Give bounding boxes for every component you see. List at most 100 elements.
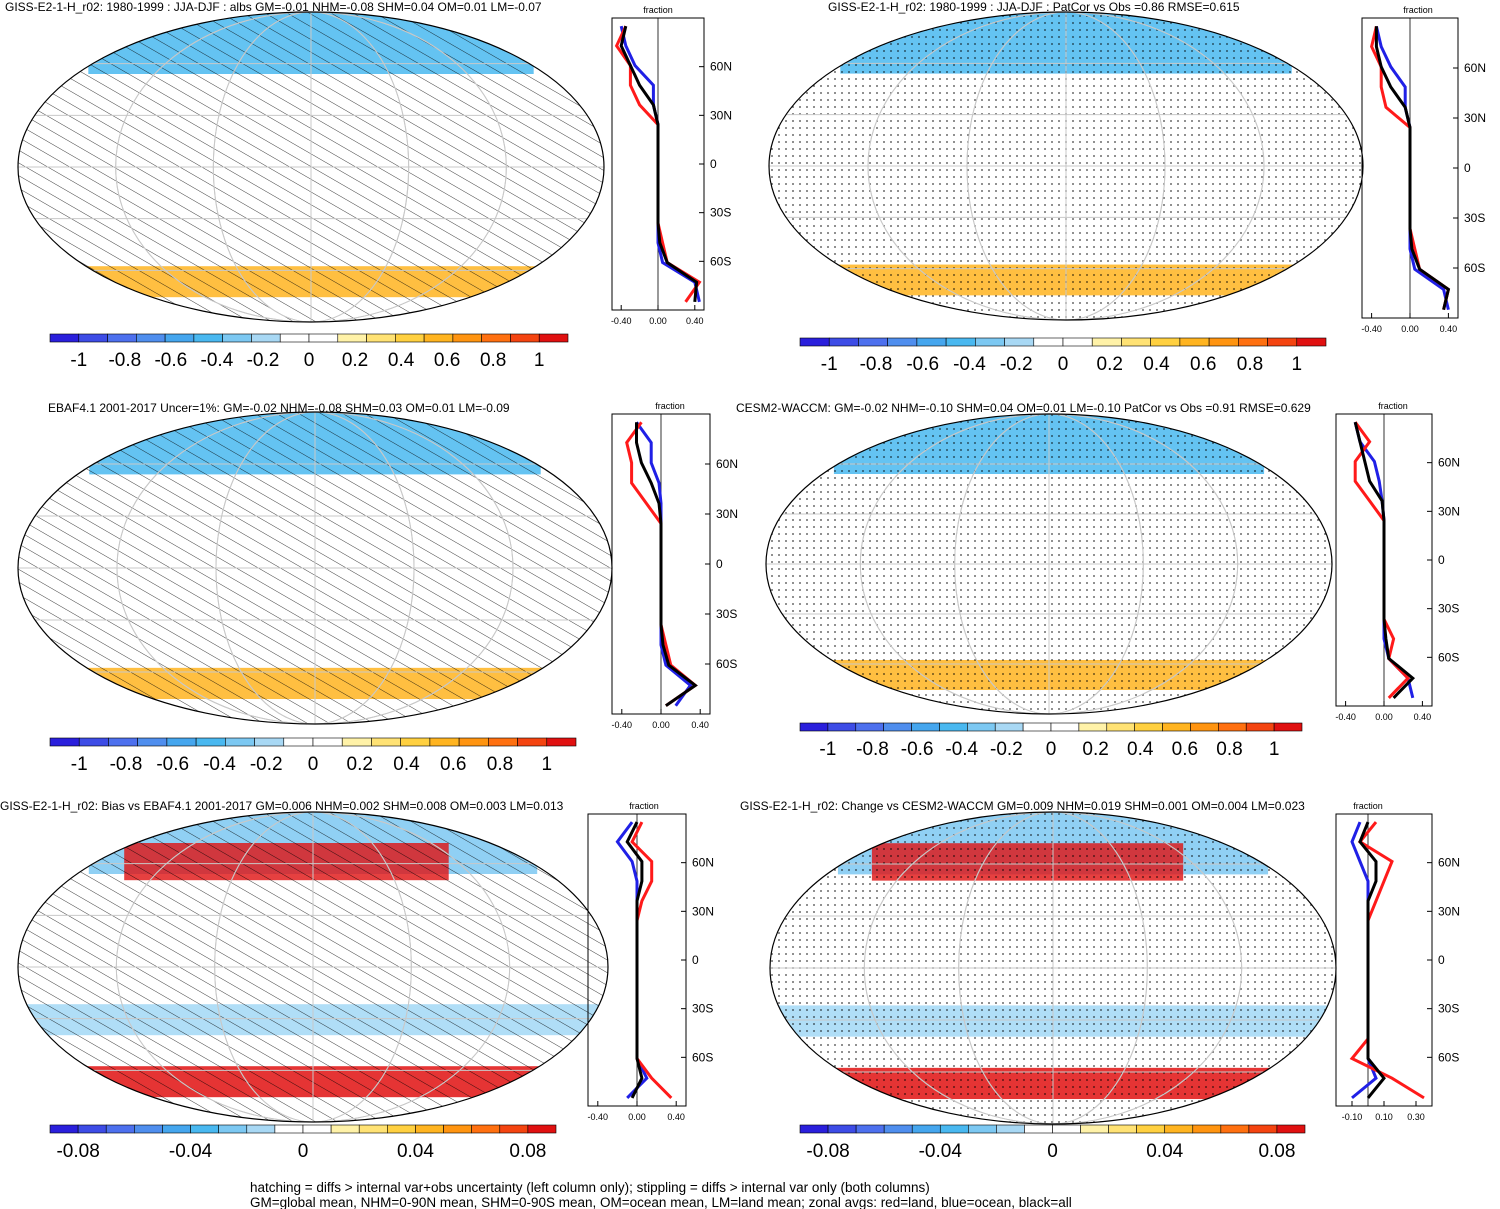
colorbar: -1 -0.8 -0.6 -0.4 -0.2 0 0.2 0.4 0.6 0.8 1: [799, 722, 1303, 760]
panel-6: GISS-E2-1-H_r02: Change vs CESM2-WACCM G…: [740, 799, 1460, 1162]
colorbar-swatch: [107, 333, 137, 343]
colorbar-label: 0.4: [388, 350, 415, 371]
zonal-profile: fraction 60N 30N 0 30S 60S -0.40 0.00 0.40: [1361, 5, 1486, 334]
colorbar-swatch: [366, 333, 396, 343]
colorbar-swatch: [1134, 722, 1163, 732]
colorbar-swatch: [1121, 337, 1151, 347]
colorbar-swatch: [968, 1124, 997, 1134]
lat-label: 30N: [1464, 111, 1486, 125]
colorbar-label: 0.6: [1190, 354, 1216, 375]
profile-x-label: -0.40: [1335, 712, 1356, 722]
lat-label: 30N: [710, 108, 732, 122]
lat-label: 60N: [716, 457, 738, 471]
world-map: [769, 811, 1337, 1125]
colorbar-swatch: [193, 333, 223, 343]
colorbar-label: 1: [534, 350, 545, 371]
colorbar-swatch: [488, 737, 518, 747]
profile-header: fraction: [1403, 5, 1433, 15]
colorbar-swatch: [883, 722, 912, 732]
colorbar-swatch: [799, 337, 830, 347]
colorbar-swatch: [137, 737, 168, 747]
colorbar-swatch: [387, 1124, 416, 1134]
colorbar-label: -0.6: [906, 354, 939, 375]
zonal-line-land: [1349, 821, 1425, 1100]
colorbar-swatch: [1024, 1124, 1053, 1134]
profile-x-label: 0.40: [667, 1112, 685, 1122]
profile-header: fraction: [1378, 401, 1408, 411]
lat-label: 60N: [710, 60, 732, 74]
lat-label: 30S: [692, 1002, 713, 1016]
colorbar-swatch: [939, 722, 968, 732]
profile-header: fraction: [655, 401, 685, 411]
colorbar-label: -0.2: [990, 739, 1023, 760]
lat-label: 60S: [1438, 650, 1459, 664]
colorbar-label: 0.6: [440, 754, 466, 775]
colorbar-swatch: [939, 1124, 969, 1134]
colorbar-label: 0.2: [342, 350, 368, 371]
colorbar-label: -0.6: [154, 350, 187, 371]
lat-label: 0: [710, 157, 717, 171]
profile-x-label: -0.40: [588, 1112, 609, 1122]
colorbar-swatch: [162, 1124, 191, 1134]
colorbar-label: 0.8: [480, 350, 506, 371]
colorbar-label: -0.8: [856, 739, 889, 760]
colorbar-swatch: [546, 737, 577, 747]
world-map: [768, 11, 1364, 321]
panel-title: GISS-E2-1-H_r02: Bias vs EBAF4.1 2001-20…: [0, 799, 564, 813]
colorbar-swatch: [78, 333, 108, 343]
colorbar-label: 0: [298, 1141, 309, 1162]
colorbar-swatch: [458, 737, 489, 747]
colorbar-swatch: [538, 333, 569, 343]
colorbar-swatch: [858, 337, 888, 347]
zonal-profile: fraction 60N 30N 0 30S 60S -0.40 0.00 0.40: [611, 401, 738, 730]
profile-x-label: 0.40: [686, 316, 704, 326]
lat-label: 30N: [1438, 504, 1460, 518]
colorbar-label: 0.4: [393, 754, 420, 775]
panel-title: EBAF4.1 2001-2017 Uncer=1%: GM=-0.02 NHM…: [48, 401, 510, 415]
colorbar-label: 1: [1291, 354, 1302, 375]
lat-label: 30S: [1464, 211, 1485, 225]
colorbar: -0.08 -0.04 0 0.04 0.08: [49, 1124, 557, 1162]
colorbar-swatch: [49, 1124, 79, 1134]
colorbar-swatch: [1078, 722, 1108, 732]
lat-label: 60N: [1438, 856, 1460, 870]
panel-2: GISS-E2-1-H_r02: 1980-1999 : JJA-DJF : P…: [768, 0, 1486, 375]
colorbar-swatch: [1267, 337, 1298, 347]
zonal-profile: fraction 60N 30N 0 30S 60S -0.40 0.00 0.40: [1335, 401, 1460, 722]
colorbar-swatch: [251, 333, 281, 343]
lat-label: 0: [692, 953, 699, 967]
profile-x-label: -0.40: [611, 316, 632, 326]
colorbar-label: -0.8: [110, 754, 143, 775]
colorbar-swatch: [911, 722, 940, 732]
profile-x-label: 0.40: [691, 720, 709, 730]
colorbar-swatch: [799, 722, 829, 732]
colorbar: -1 -0.8 -0.6 -0.4 -0.2 0 0.2 0.4 0.6 0.8 1: [799, 337, 1327, 375]
colorbar-swatch: [423, 333, 454, 343]
colorbar-label: -1: [70, 350, 87, 371]
colorbar-swatch: [337, 333, 367, 343]
colorbar-swatch: [190, 1124, 219, 1134]
colorbar: -0.08 -0.04 0 0.04 0.08: [799, 1124, 1306, 1162]
zonal-line-all: [635, 422, 698, 707]
panel-1: GISS-E2-1-H_r02: 1980-1999 : JJA-DJF : a…: [5, 0, 732, 371]
colorbar-swatch: [1091, 337, 1122, 347]
colorbar-label: -0.4: [953, 354, 986, 375]
profile-x-label: 0.00: [649, 316, 667, 326]
colorbar-swatch: [1050, 722, 1080, 732]
panel-title: GISS-E2-1-H_r02: Change vs CESM2-WACCM G…: [740, 799, 1305, 813]
zonal-line-ocean: [1374, 25, 1450, 311]
colorbar-swatch: [1208, 337, 1239, 347]
colorbar-swatch: [136, 333, 166, 343]
colorbar-swatch: [78, 737, 109, 747]
colorbar-swatch: [429, 737, 460, 747]
colorbar-swatch: [883, 1124, 913, 1134]
colorbar-label: 0: [308, 754, 319, 775]
colorbar-swatch: [371, 737, 401, 747]
colorbar-swatch: [164, 333, 195, 343]
colorbar-swatch: [279, 333, 310, 343]
footer-note: hatching = diffs > internal var+obs unce…: [250, 1180, 930, 1195]
colorbar-swatch: [1179, 337, 1210, 347]
colorbar-swatch: [994, 722, 1024, 732]
colorbar-swatch: [967, 722, 996, 732]
